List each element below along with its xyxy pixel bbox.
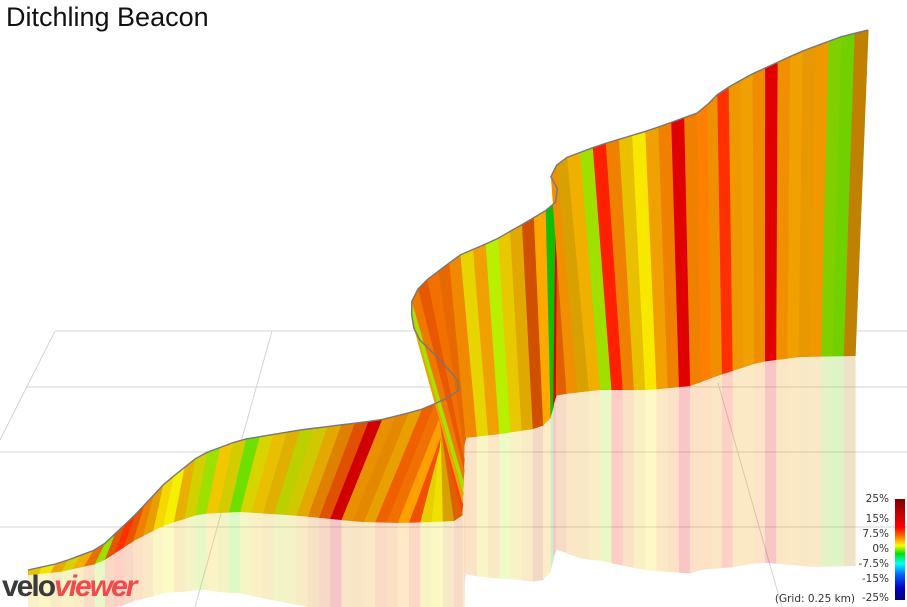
gradient-strip bbox=[72, 550, 95, 570]
gradient-strip bbox=[632, 131, 658, 390]
gradient-strip bbox=[296, 424, 342, 517]
gradient-strip bbox=[449, 254, 478, 438]
gradient-strip bbox=[473, 243, 500, 436]
gradient-strip bbox=[375, 403, 436, 523]
gradient-strip bbox=[94, 533, 116, 565]
gradient-strip bbox=[123, 504, 146, 548]
gradient-strip bbox=[114, 514, 136, 554]
gradient-strip bbox=[61, 555, 82, 572]
gradient-strip bbox=[510, 224, 534, 431]
logo-velo: velo bbox=[2, 570, 56, 603]
gradient-strip bbox=[262, 429, 301, 515]
gradient-strip bbox=[579, 147, 612, 390]
gradient-strip bbox=[545, 202, 557, 418]
gradient-strip bbox=[28, 567, 43, 575]
gradient-strip bbox=[412, 314, 464, 504]
gradient-strip bbox=[658, 122, 680, 389]
gradient-strip bbox=[697, 104, 712, 383]
gradient-strip bbox=[522, 217, 544, 430]
gradient-strip bbox=[832, 33, 856, 357]
gradient-strip bbox=[217, 438, 247, 514]
gradient-strip bbox=[341, 416, 397, 522]
gradient-strip bbox=[104, 524, 126, 560]
gradient-strip bbox=[592, 143, 624, 390]
gradient-strip bbox=[427, 271, 465, 459]
gradient-strip bbox=[195, 447, 221, 516]
gradient-strip bbox=[411, 289, 465, 482]
profile-reflection bbox=[28, 356, 856, 607]
gradient-strip bbox=[776, 56, 791, 360]
gradient-strip bbox=[50, 560, 69, 573]
gradient-strip bbox=[533, 210, 552, 426]
gradient-strip bbox=[153, 475, 175, 531]
gradient-strip bbox=[414, 328, 464, 516]
gradient-strip bbox=[352, 412, 410, 523]
veloviewer-logo[interactable]: veloviewer bbox=[2, 570, 137, 603]
profile-outline bbox=[27, 29, 869, 571]
gradient-strip bbox=[752, 68, 766, 364]
gradient-strip bbox=[567, 152, 601, 392]
gradient-strip bbox=[684, 113, 702, 386]
gradient-strip bbox=[556, 157, 590, 393]
gradient-strip bbox=[133, 494, 155, 542]
gradient-strip bbox=[821, 36, 842, 357]
gradient-strip bbox=[229, 436, 261, 513]
gradient-strip bbox=[618, 135, 646, 390]
logo-viewer: viewer bbox=[54, 570, 137, 603]
gradient-strip bbox=[386, 398, 448, 523]
gradient-strip bbox=[550, 165, 579, 394]
gradient-strip bbox=[251, 432, 288, 514]
gradient-strip bbox=[645, 127, 669, 390]
gradient-strip bbox=[765, 62, 779, 362]
gradient-ribbon bbox=[28, 30, 869, 575]
gradient-strip bbox=[728, 80, 744, 371]
page-title: Ditchling Beacon bbox=[6, 2, 209, 32]
gradient-strip bbox=[163, 467, 186, 526]
gradient-strip bbox=[460, 249, 489, 437]
gradient-strip bbox=[307, 423, 356, 518]
gradient-strip bbox=[605, 139, 635, 390]
gradient-strip bbox=[740, 73, 755, 368]
gradient-strip bbox=[363, 409, 423, 523]
gradient-strip bbox=[143, 484, 164, 536]
gradient-strip bbox=[83, 543, 106, 567]
gradient-strip bbox=[330, 419, 383, 521]
gradient-strip bbox=[319, 421, 370, 520]
gradient-strip bbox=[485, 238, 512, 435]
gradient-strip bbox=[184, 452, 208, 519]
gradient-strip bbox=[285, 426, 329, 516]
gradient-strip bbox=[206, 442, 234, 514]
gradient-strip bbox=[843, 30, 869, 357]
gradient-strip bbox=[787, 50, 804, 359]
gradient-strip bbox=[240, 434, 274, 513]
gradient-strip bbox=[417, 279, 465, 471]
gradient-strip bbox=[173, 458, 196, 523]
gradient-strip bbox=[411, 301, 465, 493]
gradient-strip bbox=[274, 428, 315, 516]
gradient-strip bbox=[498, 231, 523, 433]
gradient-strip bbox=[438, 262, 467, 448]
gradient-strip bbox=[809, 41, 830, 357]
gradient-strip bbox=[717, 87, 734, 375]
gradient-strip bbox=[420, 339, 463, 522]
